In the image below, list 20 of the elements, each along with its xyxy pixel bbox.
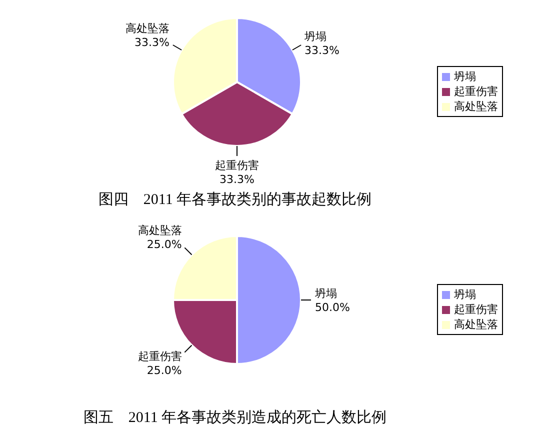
legend-label: 高处坠落 <box>454 100 498 113</box>
text: 图五 2011 年各事故类别造成的死亡人数比例 <box>83 409 387 427</box>
data-label: 25.0% <box>146 364 182 378</box>
data-label: 25.0% <box>146 238 182 251</box>
data-label: 50.0% <box>315 301 350 314</box>
slice-label: 起重伤害 <box>215 159 259 172</box>
data-label: 33.3% <box>304 44 340 57</box>
slice-label: 高处坠落 <box>138 224 182 237</box>
legend-label: 起重伤害 <box>454 85 498 98</box>
legend-label: 坍塌 <box>454 288 476 301</box>
slice-label: 坍塌 <box>304 30 327 43</box>
slice-label: 高处坠落 <box>125 22 170 35</box>
legend-label: 高处坠落 <box>454 318 498 331</box>
data-label: 33.3% <box>220 173 254 186</box>
text: 图四 2011 年各事故类别的事故起数比例 <box>98 191 372 209</box>
slice-label: 坍塌 <box>314 287 337 300</box>
legend-label: 起重伤害 <box>454 303 498 316</box>
slice-label: 起重伤害 <box>138 350 182 364</box>
data-label: 33.3% <box>134 36 170 49</box>
legend-label: 坍塌 <box>454 70 476 83</box>
